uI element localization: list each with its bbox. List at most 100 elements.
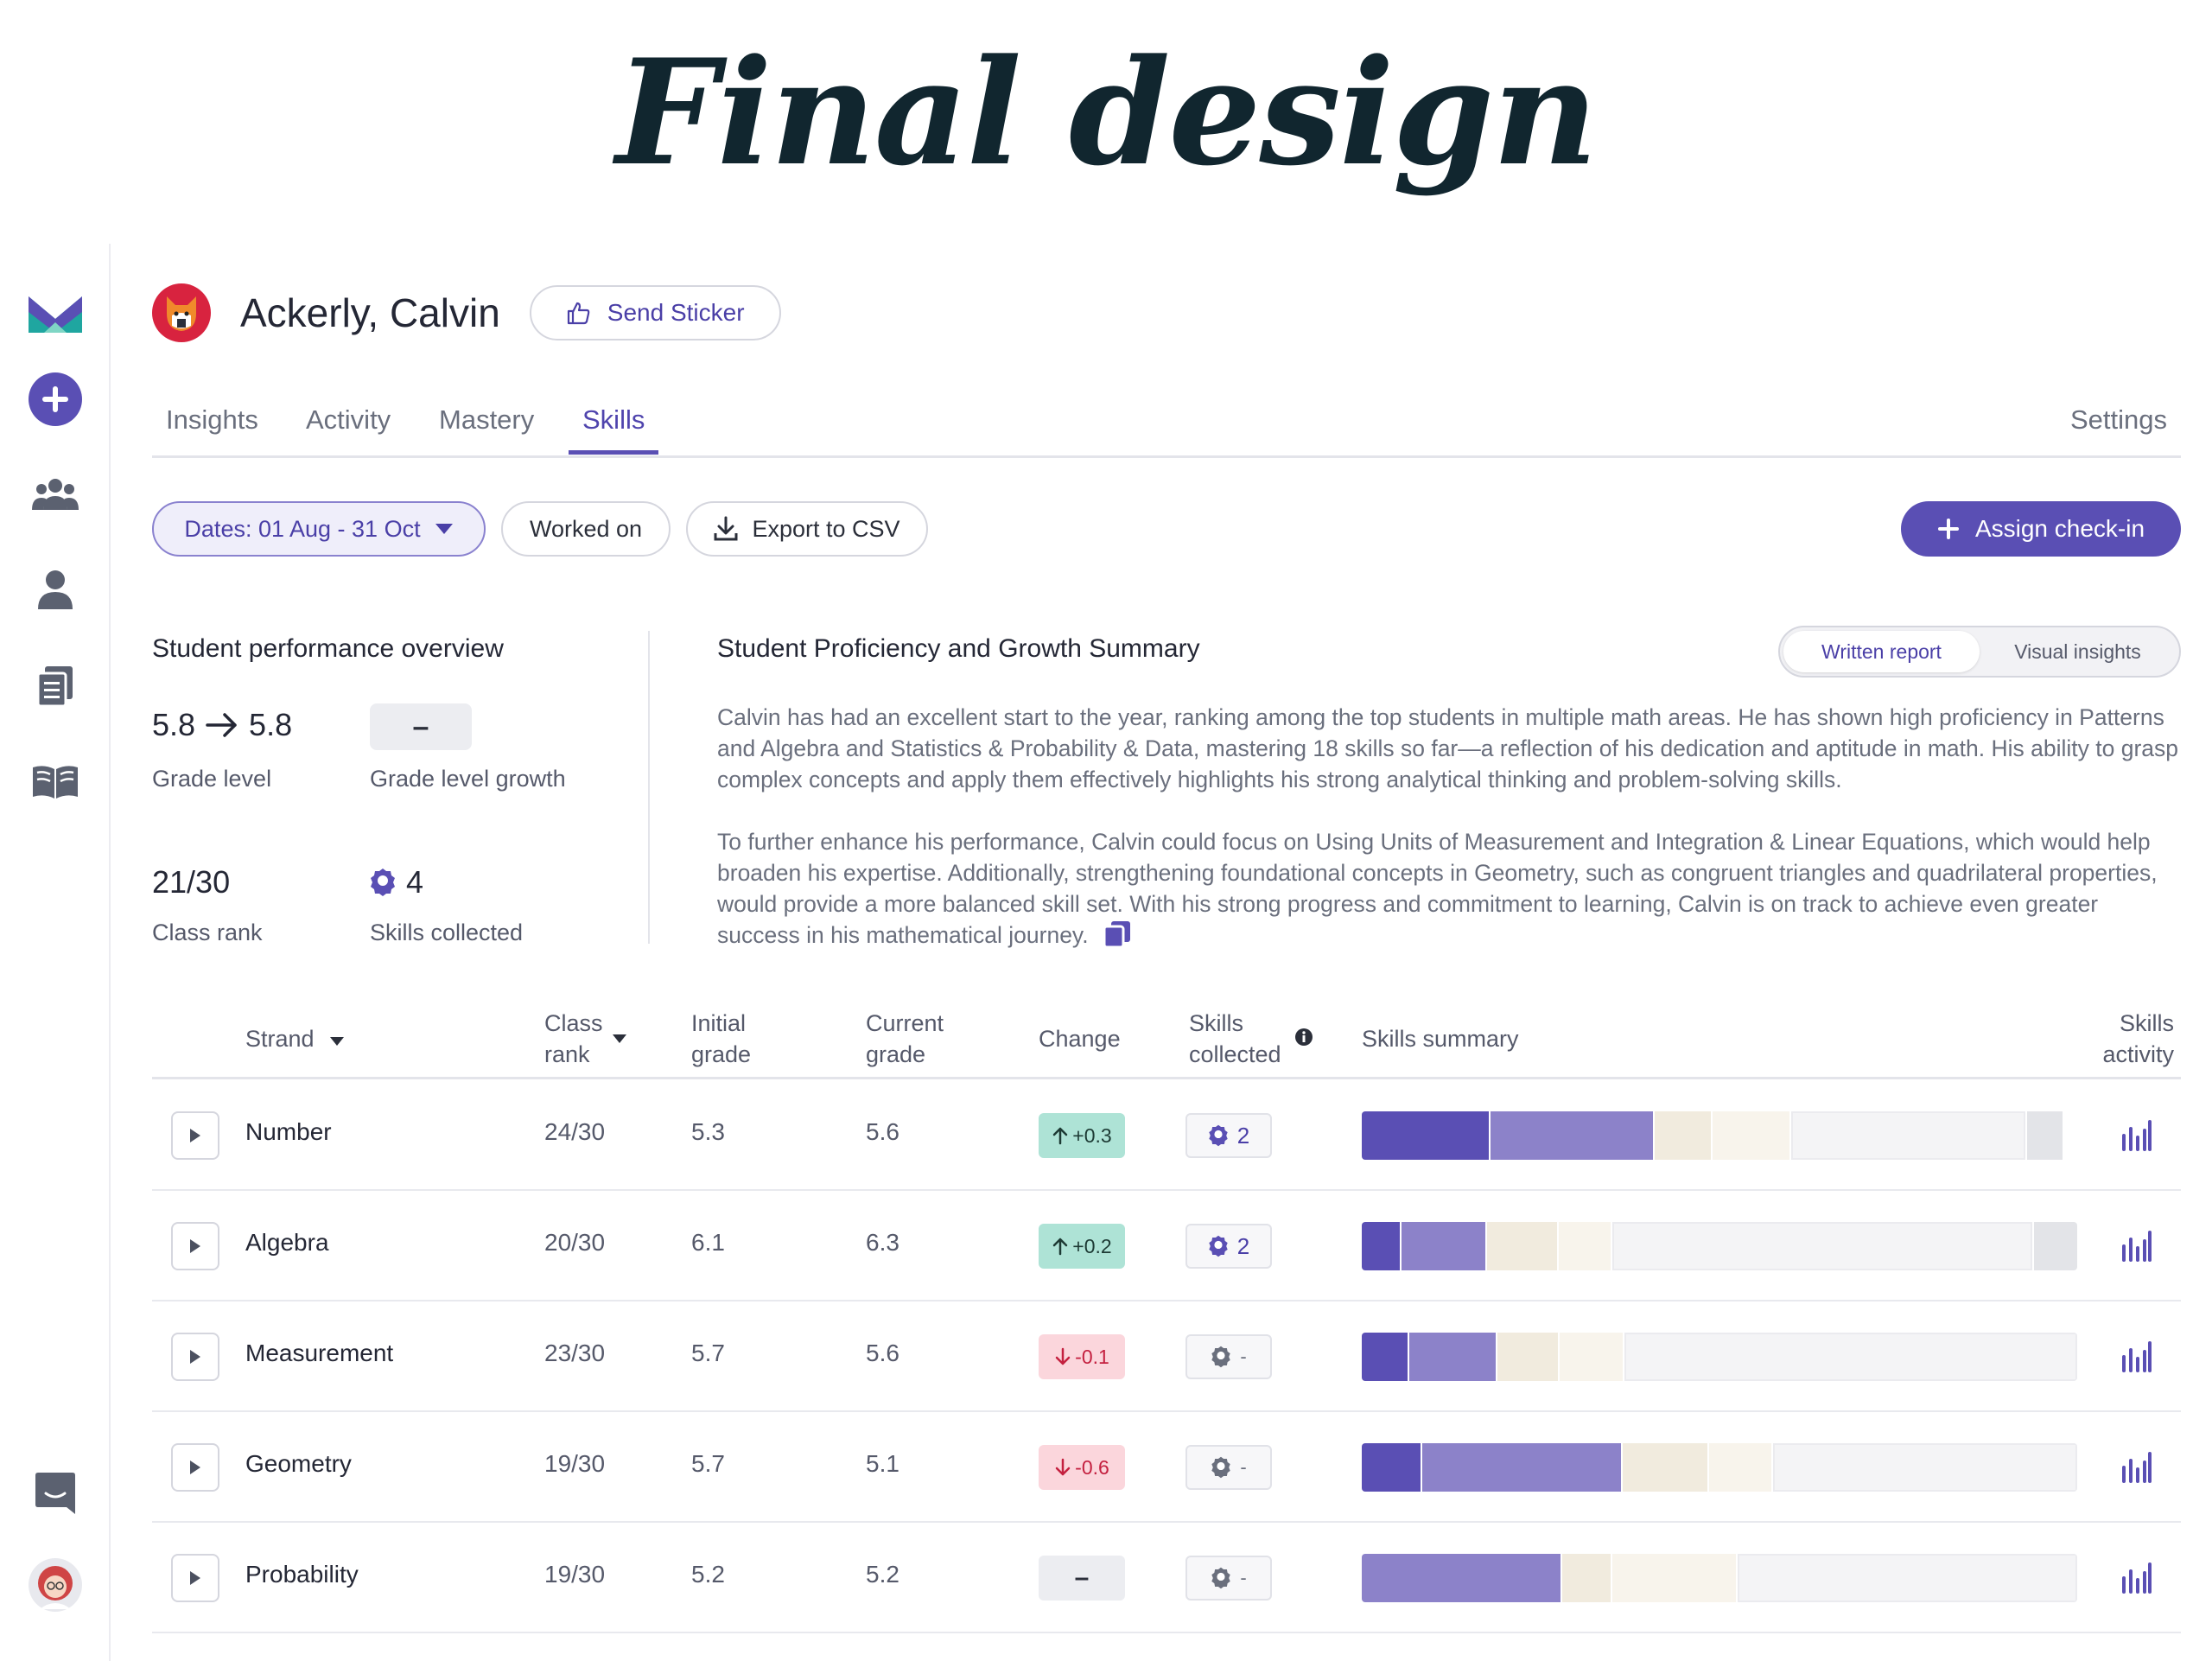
class-rank-header-line1: Class xyxy=(544,1010,603,1036)
skills-collected-badge[interactable]: - xyxy=(1185,1445,1272,1490)
grade-to: 5.8 xyxy=(249,707,293,742)
skills-activity-button[interactable] xyxy=(2113,1224,2160,1269)
plus-icon xyxy=(1937,519,1959,539)
worked-on-label: Worked on xyxy=(529,515,643,542)
export-csv-button[interactable]: Export to CSV xyxy=(686,501,928,557)
date-range-dropdown[interactable]: Dates: 01 Aug - 31 Oct xyxy=(152,501,486,557)
visual-insights-toggle[interactable]: Visual insights xyxy=(2014,640,2141,663)
current-grade-cell: 5.2 xyxy=(866,1561,899,1588)
tab-activity[interactable]: Activity xyxy=(306,404,391,435)
skills-collected-badge[interactable]: 2 xyxy=(1185,1224,1272,1269)
skills-collected-badge[interactable]: - xyxy=(1185,1556,1272,1601)
documents-icon[interactable] xyxy=(24,655,86,717)
grade-growth-value: – xyxy=(370,703,472,750)
strand-name: Number xyxy=(245,1118,332,1145)
bar-segment xyxy=(1773,1443,2077,1492)
plus-circle-icon[interactable] xyxy=(24,368,86,430)
written-report-toggle[interactable]: Written report xyxy=(1783,631,1980,672)
skills-count: 4 xyxy=(406,864,424,900)
info-icon[interactable] xyxy=(1294,1028,1313,1047)
bar-segment xyxy=(1491,1111,1656,1160)
skills-collected-badge[interactable]: - xyxy=(1185,1334,1272,1379)
skills-activity-button[interactable] xyxy=(2113,1334,2160,1379)
current-grade-cell: 5.1 xyxy=(866,1450,899,1477)
arrow-down-icon xyxy=(1055,1458,1071,1476)
bar-segment xyxy=(1362,1554,1562,1602)
strand-name: Algebra xyxy=(245,1229,329,1256)
current-header-line2: grade xyxy=(866,1041,926,1067)
skills-summary-bar[interactable] xyxy=(1362,1333,2077,1381)
bar-segment xyxy=(1362,1333,1410,1381)
bar-segment xyxy=(1422,1443,1624,1492)
bar-segment xyxy=(1362,1443,1423,1492)
class-rank-label: Class rank xyxy=(152,920,263,945)
bar-segment xyxy=(1624,1333,2077,1381)
initial-header-line2: grade xyxy=(691,1041,752,1067)
skills-activity-button[interactable] xyxy=(2113,1445,2160,1490)
chat-icon[interactable] xyxy=(24,1462,86,1524)
class-rank-sort-icon[interactable] xyxy=(612,1034,627,1044)
skills-activity-button[interactable] xyxy=(2113,1556,2160,1601)
book-icon[interactable] xyxy=(24,750,86,812)
group-icon[interactable] xyxy=(24,463,86,525)
class-rank-header-line2: rank xyxy=(544,1041,590,1067)
skills-collected-value: 4 xyxy=(370,864,423,901)
class-rank-header[interactable]: Class rank xyxy=(544,1008,603,1070)
tab-skills[interactable]: Skills xyxy=(569,404,659,455)
skills-summary-bar[interactable] xyxy=(1362,1443,2077,1492)
skills-summary-bar[interactable] xyxy=(1362,1222,2077,1270)
change-value: +0.3 xyxy=(1072,1123,1112,1147)
app-logo-icon[interactable] xyxy=(24,283,86,346)
skills-collected-label: Skills collected xyxy=(370,920,524,945)
send-sticker-button[interactable]: Send Sticker xyxy=(529,285,781,340)
strand-name: Probability xyxy=(245,1561,359,1588)
bar-segment xyxy=(1560,1333,1624,1381)
skills-summary-bar[interactable] xyxy=(1362,1554,2077,1602)
change-value: -0.1 xyxy=(1075,1345,1109,1368)
play-caret-icon xyxy=(190,1239,200,1253)
expand-row-button[interactable] xyxy=(171,1222,219,1270)
thumbs-up-icon xyxy=(567,302,590,325)
worked-on-button[interactable]: Worked on xyxy=(501,501,671,557)
grade-level-label: Grade level xyxy=(152,766,272,792)
bar-segment xyxy=(1401,1222,1487,1270)
grade-from: 5.8 xyxy=(152,707,196,742)
assign-check-in-button[interactable]: Assign check-in xyxy=(1901,501,2181,557)
skills-activity-button[interactable] xyxy=(2113,1113,2160,1158)
student-header: Ackerly, Calvin Send Sticker xyxy=(152,282,781,344)
skills-activity-header: Skills activity xyxy=(2091,1008,2174,1070)
change-badge: -0.1 xyxy=(1039,1334,1125,1379)
award-badge-icon xyxy=(1211,1456,1231,1479)
change-value: -0.6 xyxy=(1075,1455,1109,1479)
skills-count: 2 xyxy=(1236,1122,1250,1149)
skills-count: 2 xyxy=(1236,1232,1250,1259)
bar-segment xyxy=(1611,1554,1738,1602)
table-row: Algebra 20/30 6.1 6.3 +0.2 2 xyxy=(152,1191,2181,1301)
expand-row-button[interactable] xyxy=(171,1554,219,1602)
expand-row-button[interactable] xyxy=(171,1333,219,1381)
bar-segment xyxy=(1708,1443,1774,1492)
expand-row-button[interactable] xyxy=(171,1443,219,1492)
person-icon[interactable] xyxy=(24,558,86,620)
play-caret-icon xyxy=(190,1571,200,1585)
skills-collected-badge[interactable]: 2 xyxy=(1185,1113,1272,1158)
activity-header-line1: Skills xyxy=(2119,1010,2174,1036)
tab-mastery[interactable]: Mastery xyxy=(439,404,535,435)
skills-collected-header: Skills collected xyxy=(1189,1008,1281,1070)
bar-segment xyxy=(1497,1333,1560,1381)
award-badge-icon xyxy=(1209,1235,1228,1257)
tab-insights[interactable]: Insights xyxy=(166,404,258,435)
class-rank-cell: 20/30 xyxy=(544,1229,606,1256)
user-avatar[interactable] xyxy=(24,1554,86,1616)
skills-summary-bar[interactable] xyxy=(1362,1111,2077,1160)
tab-settings[interactable]: Settings xyxy=(2069,404,2167,435)
strand-header[interactable]: Strand xyxy=(245,1023,345,1054)
table-row: Geometry 19/30 5.7 5.1 -0.6 - xyxy=(152,1412,2181,1523)
tab-bar: Insights Activity Mastery Skills Setting… xyxy=(152,399,2181,458)
copy-icon[interactable] xyxy=(1103,920,1131,949)
current-header-line1: Current xyxy=(866,1010,944,1036)
bar-segment xyxy=(2027,1111,2063,1160)
skills-summary-header: Skills summary xyxy=(1362,1026,1519,1052)
expand-row-button[interactable] xyxy=(171,1111,219,1160)
current-grade-header: Current grade xyxy=(866,1008,944,1070)
